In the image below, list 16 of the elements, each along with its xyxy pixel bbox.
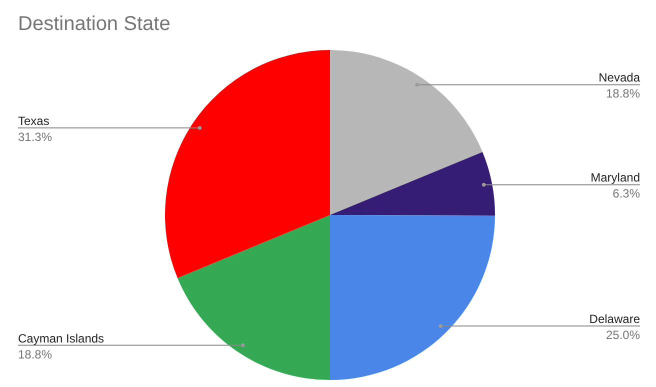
pie-slice [165,50,330,278]
pie-slice [178,215,330,380]
slice-label: Nevada [598,70,640,85]
data-label: 31.3% [18,130,52,144]
chart-title: Destination State [18,13,170,35]
pie-slice [330,152,495,216]
data-label: 18.8% [606,86,640,101]
slice-label: Delaware [589,312,640,326]
pie-slice [330,215,495,380]
slice-label: Texas [18,114,50,128]
slice-label: Maryland [590,170,640,185]
data-label: 6.3% [612,186,640,201]
data-label: 18.8% [18,347,52,362]
pie-slice [330,50,482,215]
slice-label: Cayman Islands [18,331,104,346]
data-label: 25.0% [606,328,640,342]
